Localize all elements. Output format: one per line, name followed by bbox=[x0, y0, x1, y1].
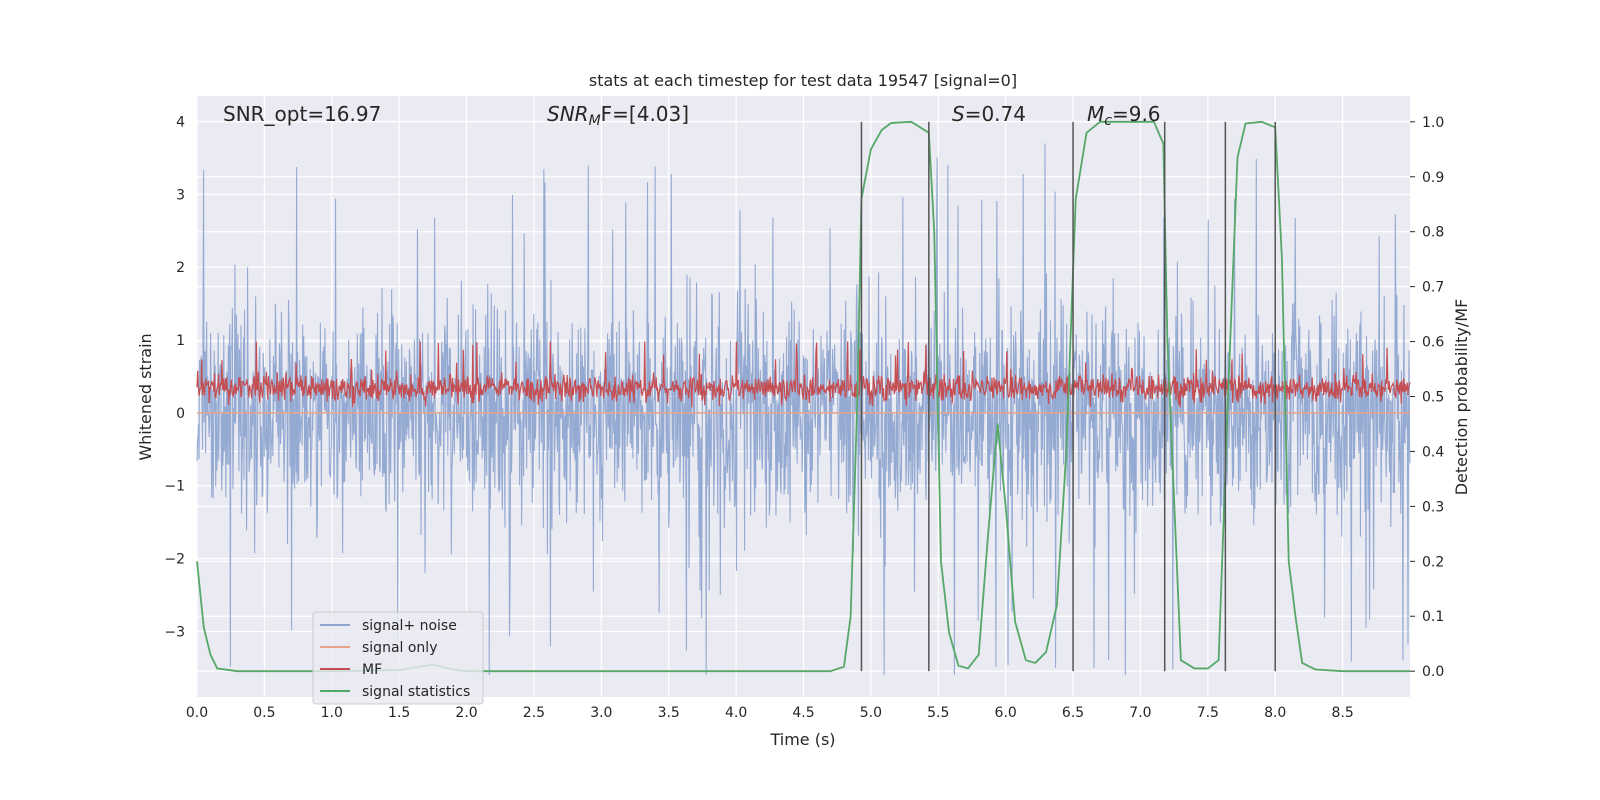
y-tick-label: 2 bbox=[176, 260, 185, 276]
signal-statistics-line bbox=[196, 120, 1410, 673]
y-axis-label: Whitened strain bbox=[136, 333, 155, 460]
annotation-snr-mf: SNRMF=[4.03] bbox=[547, 102, 689, 129]
legend-box bbox=[312, 611, 484, 705]
y-right-tick-label: 0.3 bbox=[1422, 499, 1444, 515]
y-right-tick-label: 0.0 bbox=[1422, 664, 1444, 680]
y-right-tick-label: 0.6 bbox=[1422, 335, 1444, 351]
y-tick-label: 4 bbox=[176, 114, 185, 130]
y-right-tick-label: 0.8 bbox=[1422, 225, 1444, 241]
y-tick-label: 1 bbox=[176, 333, 185, 349]
x-tick-label: 6.0 bbox=[995, 705, 1017, 721]
x-tick-label: 3.5 bbox=[658, 705, 680, 721]
x-tick-label: 8.0 bbox=[1264, 705, 1286, 721]
vertical-markers bbox=[860, 121, 1276, 672]
x-tick-label: 1.5 bbox=[388, 705, 410, 721]
x-tick-label: 5.5 bbox=[927, 705, 949, 721]
y-right-tick-label: 1.0 bbox=[1422, 115, 1444, 131]
y-right-tick-label: 0.7 bbox=[1422, 280, 1444, 296]
y-axis-right-label: Detection probability/MF bbox=[1452, 299, 1471, 496]
x-tick-label: 0.0 bbox=[186, 705, 208, 721]
x-tick-label: 2.0 bbox=[455, 705, 477, 721]
x-tick-label: 2.5 bbox=[523, 705, 545, 721]
x-tick-label: 8.5 bbox=[1331, 705, 1353, 721]
y-axis-right-ticks: 1.0 0.9 0.8 0.7 0.6 0.5 0.4 0.3 0.2 0.1 0.0 bbox=[1410, 115, 1444, 680]
x-tick-label: 4.0 bbox=[725, 705, 747, 721]
y-tick-label: 0 bbox=[176, 406, 185, 422]
y-right-tick-label: 0.9 bbox=[1422, 170, 1444, 186]
x-tick-label: 6.5 bbox=[1062, 705, 1084, 721]
y-axis-left-ticks: 4 3 2 1 0 −1 −2 −3 bbox=[164, 114, 185, 640]
mf-line bbox=[196, 341, 1411, 408]
x-tick-label: 5.0 bbox=[860, 705, 882, 721]
signal-statistics-series bbox=[196, 120, 1410, 673]
x-tick-label: 3.0 bbox=[590, 705, 612, 721]
annotation-mc: Mc=9.6 bbox=[1087, 102, 1161, 129]
x-tick-label: 7.5 bbox=[1197, 705, 1219, 721]
mf-series bbox=[196, 341, 1411, 408]
x-axis-label: Time (s) bbox=[769, 730, 835, 749]
legend-label-signal-noise: signal+ noise bbox=[362, 618, 457, 634]
x-tick-label: 0.5 bbox=[253, 705, 275, 721]
y-tick-label: −3 bbox=[164, 624, 185, 640]
x-axis-ticks: 0.0 0.5 1.0 1.5 2.0 2.5 3.0 3.5 4.0 4.5 5.0 5.5 6.0 6… bbox=[186, 705, 1354, 721]
legend-label-signal-statistics: signal statistics bbox=[362, 684, 470, 700]
legend-label-mf: MF bbox=[362, 662, 382, 678]
y-right-tick-label: 0.5 bbox=[1422, 390, 1444, 406]
y-tick-label: 3 bbox=[176, 187, 185, 203]
y-right-tick-label: 0.2 bbox=[1422, 554, 1444, 570]
x-tick-label: 1.0 bbox=[321, 705, 343, 721]
x-tick-label: 7.0 bbox=[1129, 705, 1151, 721]
y-tick-label: −1 bbox=[164, 479, 185, 495]
y-right-tick-label: 0.4 bbox=[1422, 444, 1444, 460]
legend: signal+ noise signal only MF signal stat… bbox=[312, 611, 484, 705]
x-tick-label: 4.5 bbox=[792, 705, 814, 721]
y-right-tick-label: 0.1 bbox=[1422, 609, 1444, 625]
legend-label-signal-only: signal only bbox=[362, 640, 437, 656]
annotation-snr-opt: SNR_opt=16.97 bbox=[223, 102, 381, 126]
y-tick-label: −2 bbox=[164, 552, 185, 568]
chart-title: stats at each timestep for test data 195… bbox=[589, 71, 1017, 90]
annotation-s: S=0.74 bbox=[952, 102, 1026, 126]
